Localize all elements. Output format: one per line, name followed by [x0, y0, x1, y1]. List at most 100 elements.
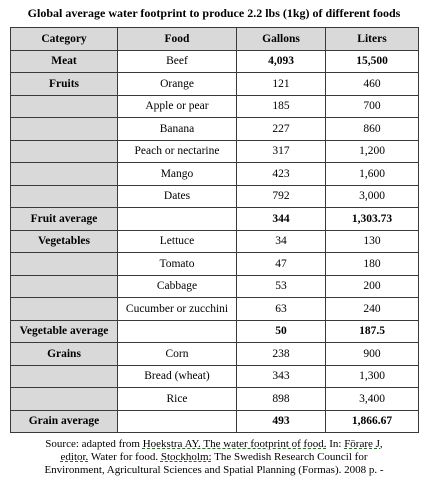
summary-row: Fruit average 344 1,303.73: [10, 207, 419, 231]
category-cell: [10, 184, 118, 208]
category-cell: [10, 364, 118, 388]
liters-cell: 1,600: [325, 162, 419, 186]
table-row: Cucumber or zucchini 63 240: [10, 297, 419, 321]
table-row: Fruits Orange 121 460: [10, 72, 419, 96]
food-cell: Bread (wheat): [117, 364, 237, 388]
food-cell: [117, 207, 237, 231]
category-cell: Fruits: [10, 72, 118, 96]
source-text: In:: [326, 438, 345, 450]
category-cell: Fruit average: [10, 207, 118, 231]
liters-cell: 1,866.67: [325, 409, 419, 433]
food-cell: Orange: [117, 72, 237, 96]
summary-row: Vegetable average 50 187.5: [10, 319, 419, 343]
food-cell: Cucumber or zucchini: [117, 297, 237, 321]
source-link-title[interactable]: Hoekstra AY. The water footprint of food…: [142, 438, 327, 450]
liters-cell: 15,500: [325, 49, 419, 73]
liters-cell: 187.5: [325, 319, 419, 343]
header-category: Category: [10, 27, 118, 51]
table-row: Bread (wheat) 343 1,300: [10, 364, 419, 388]
table-row: Tomato 47 180: [10, 252, 419, 276]
category-cell: [10, 252, 118, 276]
summary-row: Grain average 493 1,866.67: [10, 409, 419, 433]
food-cell: Beef: [117, 49, 237, 73]
source-link-editor-2[interactable]: editor.: [60, 451, 89, 463]
table-row: Peach or nectarine 317 1,200: [10, 139, 419, 163]
source-link-editor[interactable]: Förare J,: [344, 438, 383, 450]
food-cell: Tomato: [117, 252, 237, 276]
category-cell: [10, 297, 118, 321]
header-gallons: Gallons: [236, 27, 326, 51]
gallons-cell: 50: [236, 319, 326, 343]
source-citation: Source: adapted from Hoekstra AY. The wa…: [8, 438, 420, 477]
liters-cell: 1,300: [325, 364, 419, 388]
food-cell: Banana: [117, 117, 237, 141]
header-row: Category Food Gallons Liters: [10, 27, 419, 51]
gallons-cell: 343: [236, 364, 326, 388]
food-cell: Rice: [117, 387, 237, 411]
category-cell: [10, 94, 118, 118]
category-cell: Grains: [10, 342, 118, 366]
gallons-cell: 185: [236, 94, 326, 118]
gallons-cell: 53: [236, 274, 326, 298]
header-food: Food: [117, 27, 237, 51]
food-cell: Cabbage: [117, 274, 237, 298]
gallons-cell: 34: [236, 229, 326, 253]
liters-cell: 460: [325, 72, 419, 96]
gallons-cell: 63: [236, 297, 326, 321]
table-title: Global average water footprint to produc…: [27, 6, 401, 20]
food-cell: Corn: [117, 342, 237, 366]
liters-cell: 1,303.73: [325, 207, 419, 231]
gallons-cell: 47: [236, 252, 326, 276]
gallons-cell: 898: [236, 387, 326, 411]
gallons-cell: 317: [236, 139, 326, 163]
liters-cell: 860: [325, 117, 419, 141]
category-cell: [10, 139, 118, 163]
category-cell: Meat: [10, 49, 118, 73]
table-row: Meat Beef 4,093 15,500: [10, 49, 419, 73]
category-cell: [10, 387, 118, 411]
header-liters: Liters: [325, 27, 419, 51]
liters-cell: 240: [325, 297, 419, 321]
liters-cell: 1,200: [325, 139, 419, 163]
food-cell: [117, 409, 237, 433]
category-cell: Vegetable average: [10, 319, 118, 343]
food-cell: Lettuce: [117, 229, 237, 253]
liters-cell: 900: [325, 342, 419, 366]
gallons-cell: 792: [236, 184, 326, 208]
water-footprint-table: Category Food Gallons Liters Meat Beef 4,0…: [10, 27, 419, 433]
table-row: Mango 423 1,600: [10, 162, 419, 186]
category-cell: Grain average: [10, 409, 118, 433]
category-cell: [10, 274, 118, 298]
table-row: Dates 792 3,000: [10, 184, 419, 208]
source-text: Environment, Agricultural Sciences and S…: [44, 464, 384, 476]
liters-cell: 700: [325, 94, 419, 118]
table-row: Rice 898 3,400: [10, 387, 419, 411]
gallons-cell: 121: [236, 72, 326, 96]
gallons-cell: 493: [236, 409, 326, 433]
gallons-cell: 423: [236, 162, 326, 186]
liters-cell: 3,400: [325, 387, 419, 411]
food-cell: Dates: [117, 184, 237, 208]
category-cell: [10, 117, 118, 141]
gallons-cell: 227: [236, 117, 326, 141]
liters-cell: 130: [325, 229, 419, 253]
liters-cell: 200: [325, 274, 419, 298]
table-row: Banana 227 860: [10, 117, 419, 141]
gallons-cell: 344: [236, 207, 326, 231]
food-cell: Mango: [117, 162, 237, 186]
table-row: Grains Corn 238 900: [10, 342, 419, 366]
table-body: Meat Beef 4,093 15,500 Fruits Orange 121 460 App…: [10, 49, 419, 433]
table-row: Vegetables Lettuce 34 130: [10, 229, 419, 253]
food-cell: [117, 319, 237, 343]
source-text: Water for food.: [88, 451, 161, 463]
food-cell: Peach or nectarine: [117, 139, 237, 163]
source-link-place[interactable]: Stockholm:: [160, 451, 212, 463]
gallons-cell: 4,093: [236, 49, 326, 73]
table-row: Apple or pear 185 700: [10, 94, 419, 118]
table-row: Cabbage 53 200: [10, 274, 419, 298]
liters-cell: 180: [325, 252, 419, 276]
source-text: Source: adapted from: [45, 438, 143, 450]
category-cell: Vegetables: [10, 229, 118, 253]
source-text: The Swedish Research Council for: [211, 451, 368, 463]
